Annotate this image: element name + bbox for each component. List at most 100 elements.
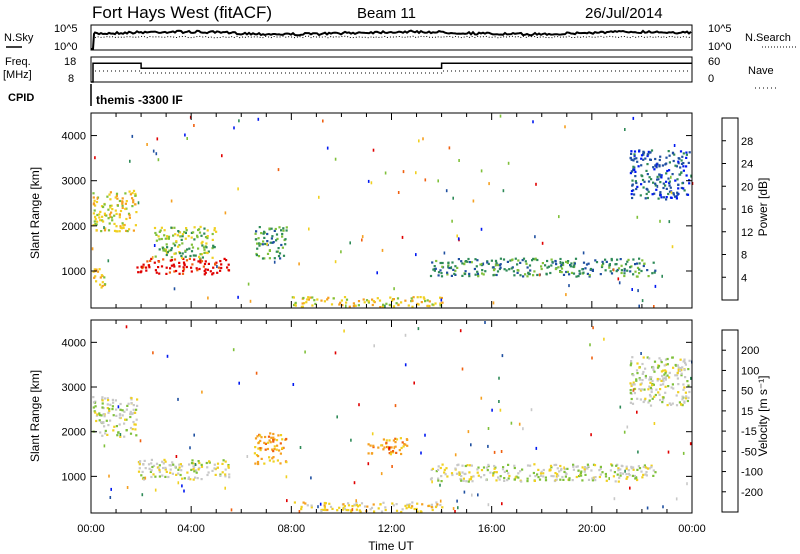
velocity-range-cell — [92, 396, 95, 399]
power-range-cell — [492, 266, 495, 269]
velocity-range-cell — [657, 391, 660, 394]
power-range-cell — [533, 258, 536, 261]
velocity-range-cell — [355, 501, 358, 504]
velocity-range-cell — [664, 370, 668, 373]
power-range-cell — [636, 185, 639, 188]
power-range-cell — [190, 250, 194, 253]
time-xlabel: Time UT — [368, 539, 414, 553]
velocity-range-cell — [273, 445, 276, 448]
power-range-cell — [154, 269, 157, 272]
power-range-cell — [498, 264, 501, 267]
velocity-range-cell — [598, 469, 601, 472]
power-range-cell — [215, 261, 218, 264]
velocity-range-cell — [685, 395, 688, 398]
power-range-cell — [191, 263, 194, 266]
power-range-cell — [557, 266, 560, 269]
velocity-range-cell — [406, 444, 409, 447]
velocity-range-cell — [324, 508, 327, 512]
power-range-cell — [668, 190, 672, 193]
power-range-cell — [654, 269, 657, 272]
velocity-range-cell — [583, 468, 586, 471]
velocity-range-cell — [138, 463, 141, 466]
power-range-cell — [135, 211, 138, 214]
velocity-range-cell — [382, 501, 385, 504]
velocity-range-cell — [674, 374, 677, 377]
power-range-cell — [391, 299, 394, 302]
power-range-cell — [561, 261, 564, 264]
power-range-cell — [95, 200, 99, 204]
velocity-range-cell — [273, 438, 276, 441]
power-range-cell — [630, 152, 633, 155]
velocity-range-cell — [257, 447, 260, 450]
power-range-cell — [115, 192, 119, 195]
velocity-range-cell — [350, 509, 353, 512]
velocity-range-cell — [326, 508, 329, 512]
power-range-cell — [126, 230, 129, 233]
power-range-cell — [379, 306, 382, 309]
power-range-cell — [320, 299, 323, 302]
velocity-range-cell — [662, 380, 665, 383]
power-range-cell — [533, 270, 536, 273]
power-range-cell — [163, 234, 166, 237]
power-range-cell — [529, 269, 532, 272]
power-range-cell — [615, 270, 618, 273]
power-range-cell — [653, 168, 656, 171]
power-range-cell — [586, 272, 589, 275]
power-range-cell — [378, 299, 382, 302]
velocity-range-cell — [281, 447, 284, 450]
power-range-cell — [456, 266, 459, 269]
velocity-range-cell — [593, 464, 597, 467]
velocity-range-cell — [668, 371, 671, 374]
power-range-cell — [635, 187, 638, 191]
power-range-cell — [367, 300, 370, 303]
velocity-range-cell — [584, 473, 587, 476]
power-range-cell — [448, 266, 451, 270]
power-range-cell — [178, 244, 181, 247]
power-range-cell — [220, 266, 223, 270]
velocity-range-cell — [158, 470, 161, 474]
power-range-cell — [207, 262, 210, 265]
power-range-cell — [96, 196, 99, 200]
power-range-cell — [122, 226, 125, 229]
velocity-range-cell — [628, 474, 631, 477]
velocity-range-cell — [651, 382, 654, 386]
velocity-range-cell — [429, 478, 433, 481]
power-range-cell — [428, 300, 431, 303]
velocity-range-cell — [667, 450, 670, 454]
power-range-cell — [181, 272, 185, 275]
velocity-range-cell — [420, 451, 422, 455]
power-range-cell — [546, 266, 549, 269]
power-range-cell — [615, 263, 618, 266]
velocity-range-cell — [371, 452, 374, 455]
power-range-cell — [116, 230, 119, 233]
power-range-cell — [175, 269, 178, 273]
velocity-range-cell — [126, 404, 129, 407]
power-range-cell — [272, 241, 275, 244]
velocity-range-cell — [499, 475, 502, 478]
power-range-cell — [668, 154, 671, 157]
power-range-cell — [647, 180, 651, 183]
power-range-cell — [509, 259, 512, 262]
velocity-range-cell — [542, 472, 545, 475]
power-range-cell — [446, 273, 449, 276]
velocity-range-cell — [684, 391, 687, 394]
nave-tick-top: 60 — [708, 56, 720, 68]
power-range-cell — [100, 286, 103, 289]
power-range-cell — [174, 252, 177, 255]
power-range-cell — [522, 275, 525, 278]
velocity-range-cell — [483, 474, 486, 477]
power-range-cell — [132, 201, 135, 204]
velocity-range-cell — [556, 473, 559, 476]
velocity-range-cell — [264, 448, 267, 451]
velocity-range-cell — [435, 470, 438, 473]
velocity-range-cell — [334, 351, 337, 355]
velocity-range-cell — [632, 466, 635, 469]
power-range-cell — [273, 229, 276, 232]
power-range-cell — [92, 212, 95, 215]
velocity-range-cell — [164, 460, 167, 463]
time-tick-label: 08:00 — [278, 523, 306, 535]
velocity-range-cell — [398, 449, 401, 452]
power-range-cell — [415, 171, 417, 175]
